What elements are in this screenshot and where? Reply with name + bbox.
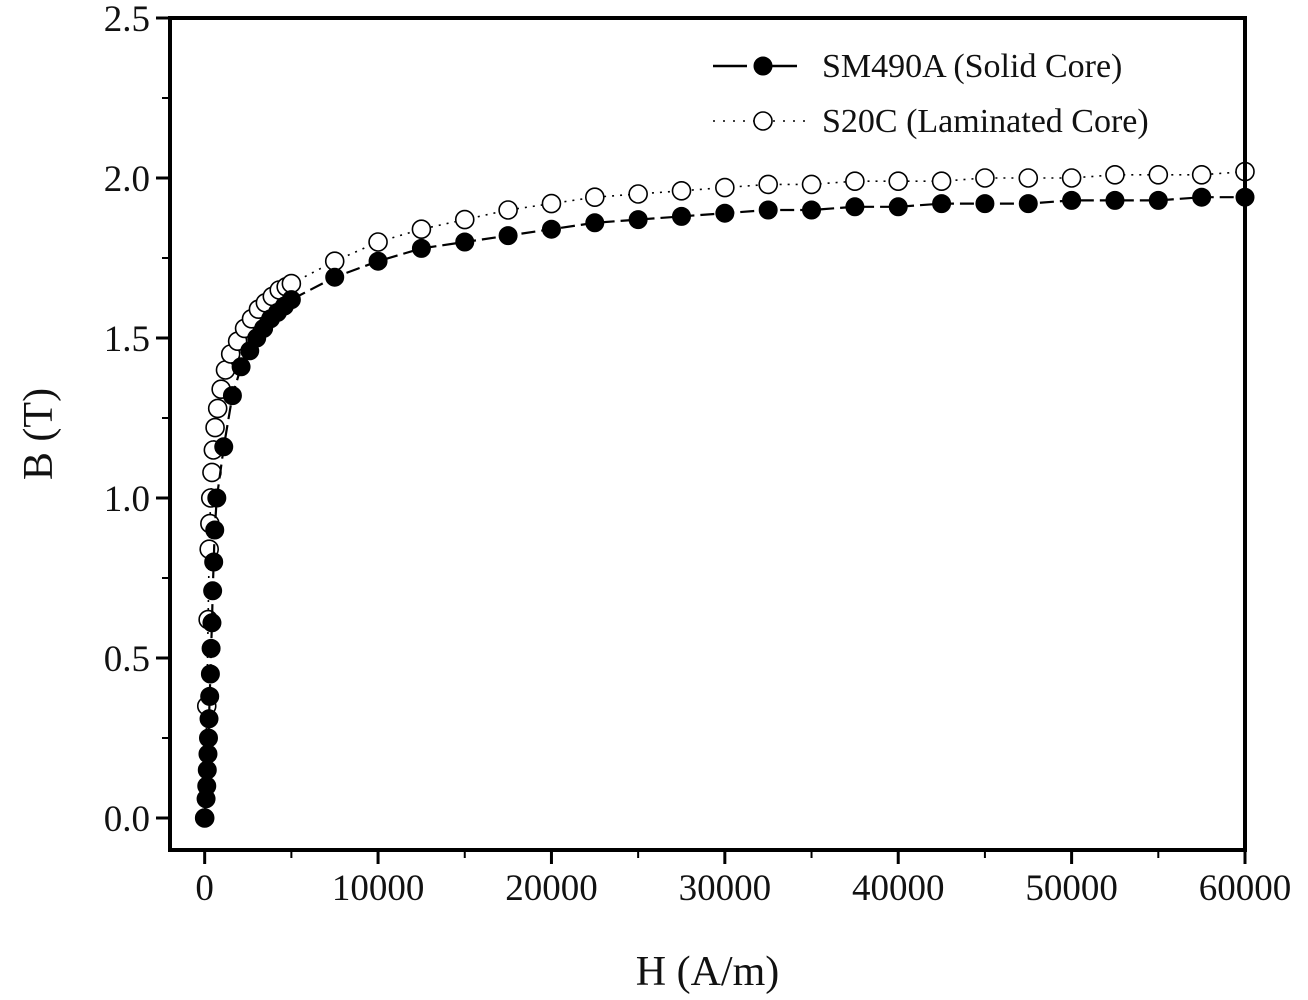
- data-point: [932, 194, 952, 214]
- data-point: [1148, 190, 1168, 210]
- series-layer: [194, 161, 1255, 828]
- data-point: [975, 194, 995, 214]
- data-point: [541, 193, 562, 214]
- data-point: [198, 728, 218, 748]
- data-point: [541, 219, 561, 239]
- y-tick-label: 0.5: [104, 639, 150, 680]
- legend-marker: [753, 56, 773, 76]
- data-point: [207, 398, 228, 419]
- data-point: [1191, 165, 1212, 185]
- x-tick-label: 40000: [852, 868, 945, 909]
- data-point: [368, 232, 388, 252]
- data-point: [281, 273, 302, 294]
- data-point: [845, 197, 865, 217]
- data-point: [1192, 187, 1212, 207]
- y-axis-label: B (T): [16, 388, 62, 480]
- data-point: [324, 251, 345, 272]
- data-point: [888, 171, 909, 191]
- x-tick-label: 0: [195, 868, 214, 909]
- data-point: [204, 552, 224, 572]
- data-point: [200, 686, 220, 706]
- data-point: [498, 200, 518, 220]
- y-tick-label: 2.5: [104, 0, 150, 40]
- data-point: [1148, 165, 1169, 185]
- data-point: [199, 709, 219, 729]
- data-point: [671, 181, 692, 201]
- data-point: [584, 187, 605, 207]
- data-point: [1018, 168, 1039, 188]
- data-point: [1018, 194, 1038, 214]
- series-solid-core: [195, 187, 1255, 828]
- data-point: [1062, 190, 1082, 210]
- data-point: [1061, 168, 1082, 188]
- legend-item: SM490A (Solid Core): [713, 48, 1122, 85]
- data-point: [758, 200, 778, 220]
- x-tick-label: 30000: [679, 868, 772, 909]
- data-point: [975, 168, 995, 188]
- data-point: [715, 177, 735, 198]
- data-point: [281, 290, 301, 310]
- x-axis-label: H (A/m): [636, 949, 779, 995]
- data-point: [585, 213, 605, 233]
- data-point: [325, 267, 345, 287]
- series-line: [203, 170, 1246, 819]
- data-point: [195, 808, 215, 828]
- data-point: [671, 206, 691, 226]
- data-point: [411, 238, 431, 258]
- data-point: [202, 462, 222, 483]
- data-point: [201, 638, 221, 658]
- data-point: [197, 760, 217, 780]
- ticks-layer: 0 10000 20000 30000 40000 50000 60000 0.0 0.5 1.0…: [104, 0, 1292, 909]
- data-point: [1105, 165, 1125, 185]
- data-point: [628, 184, 648, 204]
- data-point: [1105, 190, 1125, 210]
- data-point: [888, 197, 908, 217]
- data-point: [411, 219, 432, 239]
- data-point: [845, 171, 865, 191]
- legend-item: S20C (Laminated Core): [713, 103, 1149, 140]
- data-point: [205, 417, 225, 438]
- data-point: [715, 203, 735, 223]
- data-point: [214, 437, 234, 457]
- data-point: [454, 209, 475, 230]
- data-point: [200, 664, 220, 684]
- data-point: [207, 488, 227, 508]
- data-point: [931, 171, 952, 191]
- legend-marker: [753, 111, 773, 131]
- data-point: [222, 386, 242, 406]
- x-tick-label: 50000: [1025, 868, 1118, 909]
- data-point: [198, 744, 218, 764]
- x-tick-label: 10000: [332, 868, 425, 909]
- legend-label: SM490A (Solid Core): [822, 48, 1122, 85]
- data-point: [802, 200, 822, 220]
- x-tick-label: 60000: [1199, 868, 1292, 909]
- data-point: [628, 210, 648, 230]
- data-point: [197, 776, 217, 796]
- data-point: [498, 226, 518, 246]
- data-point: [205, 520, 225, 540]
- y-tick-label: 1.5: [104, 319, 150, 360]
- plot-frame: [168, 16, 1247, 852]
- data-point: [202, 613, 222, 633]
- legend-label: S20C (Laminated Core): [822, 103, 1149, 140]
- legend: SM490A (Solid Core) S20C (Laminated Core): [713, 48, 1149, 140]
- data-point: [203, 581, 223, 601]
- data-point: [801, 174, 822, 195]
- y-tick-label: 1.0: [104, 479, 150, 520]
- data-point: [368, 251, 388, 271]
- x-tick-label: 20000: [505, 868, 598, 909]
- data-point: [455, 232, 475, 252]
- y-tick-label: 0.0: [104, 799, 150, 840]
- data-point: [231, 357, 251, 377]
- data-point: [758, 174, 778, 195]
- y-tick-label: 2.0: [104, 159, 150, 200]
